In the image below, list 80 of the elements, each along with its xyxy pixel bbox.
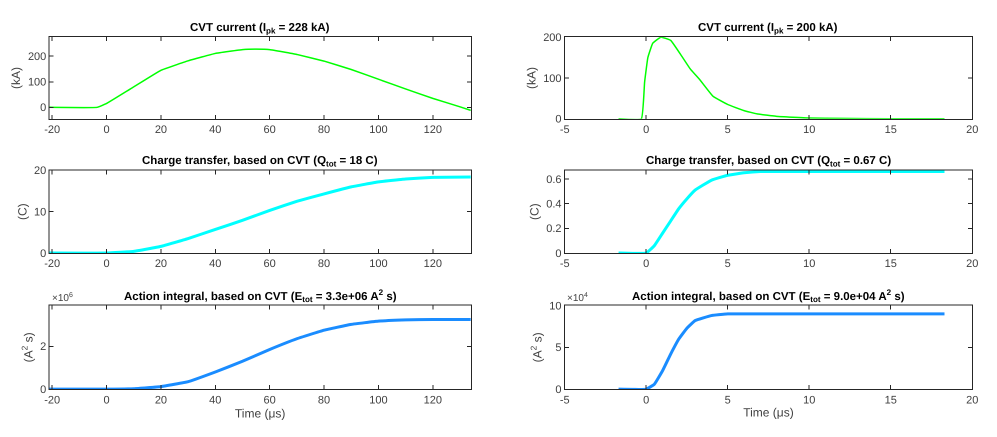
x-tick-label: 100 — [369, 258, 388, 270]
y-tick-label: 2 — [40, 341, 46, 354]
y-tick-label: 10 — [34, 206, 46, 219]
y-axis-title: (kA) — [524, 66, 538, 89]
y-axis-title: (kA) — [9, 66, 24, 89]
x-tick-label: 60 — [264, 124, 276, 136]
x-tick-label: 10 — [803, 124, 816, 136]
x-tick-label: 5 — [724, 124, 731, 136]
line-series — [50, 175, 471, 253]
x-tick-label: 120 — [424, 124, 442, 136]
x-tick-label: 40 — [209, 258, 222, 270]
x-tick-label: 20 — [966, 258, 978, 270]
x-tick-label: 40 — [209, 124, 222, 136]
x-tick-label: -20 — [44, 258, 60, 270]
x-tick-label: 15 — [884, 124, 897, 136]
x-tick-label: 5 — [724, 394, 731, 406]
x-tick-label: -5 — [560, 124, 570, 136]
x-tick-label: 120 — [424, 394, 442, 406]
x-tick-label: 20 — [154, 258, 168, 270]
x-tick-label: 10 — [803, 394, 816, 406]
x-tick-label: 15 — [884, 394, 897, 406]
y-tick-label: 200 — [543, 32, 562, 44]
y-tick-label: 100 — [28, 76, 46, 89]
x-axis-title: Time (μs) — [743, 405, 794, 420]
x-tick-label: 0 — [104, 394, 110, 406]
y-tick-label: 0.2 — [546, 223, 562, 236]
y-tick-label: 0 — [40, 384, 46, 396]
text: ×10$^{6}$ — [52, 292, 73, 304]
chart-title: Action integral, based on CVT (E$_{tot}$ = 9.0e+04 A$^{2}$ s) — [632, 288, 905, 304]
line-series — [50, 48, 471, 112]
chart-title: CVT current (I$_{pk}$ = 200 kA) — [698, 22, 838, 36]
y-tick-label: 0 — [40, 248, 46, 260]
chart-title: Charge transfer, based on CVT (Q$_{tot}$ = 0.67 C) — [646, 155, 892, 168]
x-tick-label: 10 — [803, 258, 816, 270]
text: ×10$^{4}$ — [567, 292, 588, 304]
x-tick-label: 40 — [209, 394, 222, 406]
x-tick-label: 20 — [966, 124, 978, 136]
x-tick-label: 60 — [264, 394, 276, 406]
y-tick-label: 0 — [555, 384, 562, 396]
line-series — [50, 318, 471, 390]
x-tick-label: 0 — [643, 394, 650, 406]
y-tick-label: 10 — [549, 300, 562, 312]
x-axis-title: Time (μs) — [234, 406, 286, 420]
chart-title: CVT current (I$_{pk}$ = 228 kA) — [190, 22, 330, 36]
x-tick-label: -20 — [44, 394, 60, 406]
x-tick-label: -5 — [560, 258, 570, 270]
y-tick-label: 0 — [555, 248, 562, 260]
y-tick-label: 0 — [555, 114, 562, 126]
x-tick-label: 5 — [724, 258, 731, 270]
x-tick-label: 120 — [424, 258, 442, 270]
y-tick-label: 0.4 — [546, 198, 562, 210]
x-tick-label: 100 — [369, 124, 388, 136]
y-tick-label: 0.6 — [546, 174, 562, 186]
y-tick-label: 0 — [40, 102, 46, 114]
x-tick-label: 100 — [369, 394, 388, 406]
y-axis-title: (C) — [528, 203, 542, 220]
y-tick-label: 100 — [543, 72, 562, 85]
x-tick-label: 0 — [643, 124, 650, 136]
x-tick-label: 20 — [154, 394, 168, 406]
x-tick-label: -20 — [44, 124, 60, 136]
x-tick-label: 15 — [884, 258, 897, 270]
y-axis-title: (C) — [15, 203, 30, 220]
x-tick-label: 20 — [966, 394, 978, 406]
x-tick-label: 80 — [318, 258, 330, 270]
y-tick-label: 5 — [555, 342, 562, 354]
x-tick-label: 0 — [104, 258, 110, 270]
y-tick-label: 200 — [28, 51, 46, 64]
x-tick-label: 0 — [643, 258, 650, 270]
x-tick-label: 80 — [318, 124, 330, 136]
chart-title: Charge transfer, based on CVT (Q$_{tot}$ = 18 C) — [142, 155, 378, 168]
chart-title: Action integral, based on CVT (E$_{tot}$ = 3.3e+06 A$^{2}$ s) — [124, 288, 397, 304]
x-tick-label: -5 — [560, 394, 570, 406]
line-series — [617, 170, 946, 253]
line-series — [617, 312, 946, 390]
x-tick-label: 60 — [264, 258, 276, 270]
y-tick-label: 20 — [34, 165, 46, 178]
x-tick-label: 0 — [104, 124, 110, 136]
line-series — [618, 37, 946, 119]
x-tick-label: 80 — [318, 394, 330, 406]
x-tick-label: 20 — [154, 124, 168, 136]
